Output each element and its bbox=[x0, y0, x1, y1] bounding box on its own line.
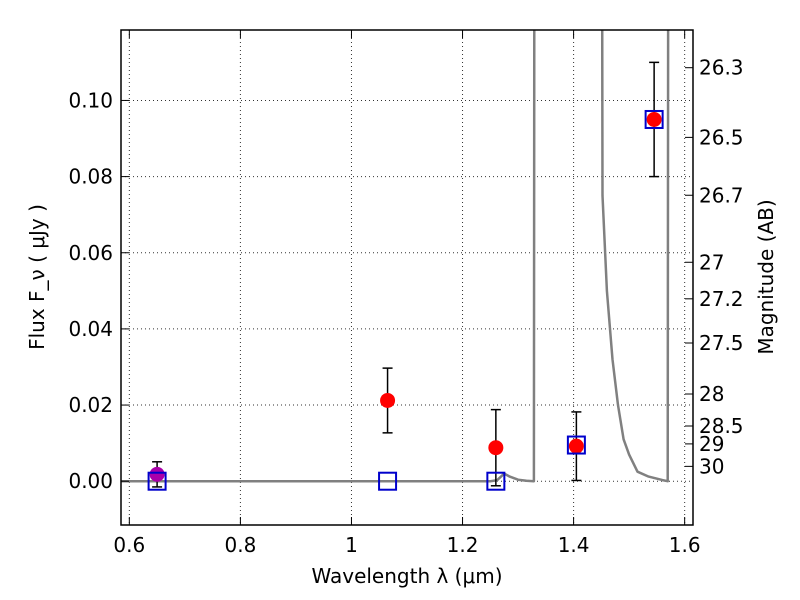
y-tick-label: 0.08 bbox=[68, 165, 113, 189]
model-curve bbox=[121, 30, 670, 483]
magnitude-tick-label: 26.3 bbox=[699, 56, 744, 80]
flux-point bbox=[149, 466, 165, 482]
flux-point bbox=[646, 111, 662, 127]
magnitude-tick-label: 26.5 bbox=[699, 125, 744, 149]
x-tick-label: 1.6 bbox=[669, 533, 701, 557]
magnitude-tick-label: 29 bbox=[699, 432, 724, 456]
y-tick-label: 0.02 bbox=[68, 393, 113, 417]
magnitude-tick-label: 27.5 bbox=[699, 331, 744, 355]
marker-layer bbox=[147, 61, 664, 491]
y-tick-label: 0.00 bbox=[68, 469, 113, 493]
grid bbox=[121, 30, 693, 525]
model-flux-square bbox=[147, 471, 167, 491]
x-tick-label: 0.8 bbox=[224, 533, 256, 557]
plot-frame bbox=[120, 29, 694, 526]
magnitude-tick-label: 28.5 bbox=[699, 414, 744, 438]
x-tick-label: 0.6 bbox=[113, 533, 145, 557]
y-tick-label: 0.04 bbox=[68, 317, 113, 341]
y-tick-label: 0.10 bbox=[68, 88, 113, 112]
flux-point bbox=[380, 392, 396, 408]
flux-point bbox=[568, 438, 584, 454]
model-flux-square bbox=[644, 109, 664, 129]
x-tick-label: 1 bbox=[345, 533, 358, 557]
y-axis-right-label: Magnitude (AB) bbox=[754, 199, 778, 354]
x-tick-label: 1.4 bbox=[558, 533, 590, 557]
y-tick-label: 0.06 bbox=[68, 241, 113, 265]
tick-layer: 0.6 0.8 1 1.2 1.4 1.6 0.00 0.02 0.04 0.06 0.08 0.10… bbox=[68, 30, 744, 557]
x-tick-label: 1.2 bbox=[447, 533, 479, 557]
magnitude-tick-label: 26.7 bbox=[699, 183, 744, 207]
x-axis-label: Wavelength λ (μm) bbox=[311, 564, 502, 588]
model-flux-square bbox=[566, 435, 586, 455]
y-axis-label: Flux F_ν ( μJy ) bbox=[25, 204, 49, 350]
model-flux-square bbox=[486, 471, 506, 491]
model-flux-square bbox=[378, 471, 398, 491]
magnitude-tick-label: 27.2 bbox=[699, 287, 744, 311]
flux-point bbox=[488, 440, 504, 456]
magnitude-tick-label: 27 bbox=[699, 250, 724, 274]
model-curve-layer bbox=[121, 30, 670, 483]
magnitude-tick-label: 28 bbox=[699, 382, 724, 406]
magnitude-tick-label: 30 bbox=[699, 454, 724, 478]
